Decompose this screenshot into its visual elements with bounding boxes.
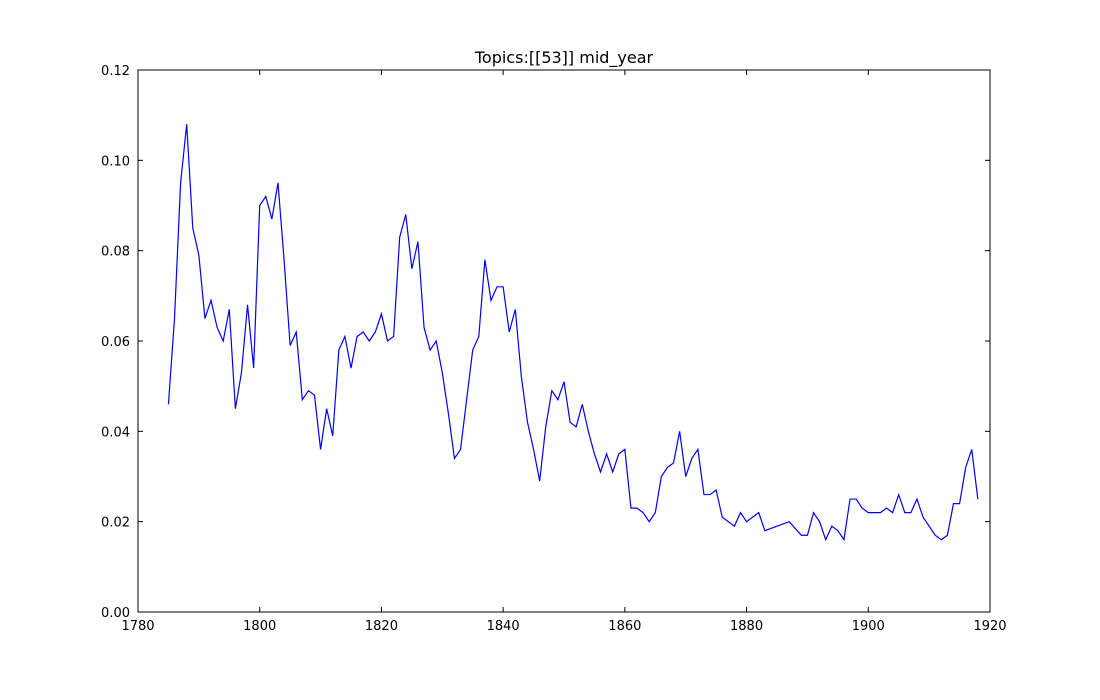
x-tick-label: 1880 <box>730 619 763 634</box>
x-tick-label: 1920 <box>973 619 1006 634</box>
y-tick-label: 0.06 <box>101 335 130 350</box>
plot-area <box>138 70 990 612</box>
y-tick-label: 0.04 <box>101 425 130 440</box>
y-tick-label: 0.12 <box>101 64 130 79</box>
x-tick-label: 1840 <box>487 619 520 634</box>
x-tick-label: 1900 <box>852 619 885 634</box>
plot-frame <box>137 69 991 613</box>
y-tick-label: 0.08 <box>101 245 130 260</box>
chart-title: Topics:[[53]] mid_year <box>474 48 654 68</box>
axis-ticks: 1780 1800 1820 1840 1860 1880 1900 1920 0.00 0.02… <box>101 64 1007 634</box>
y-tick-label: 0.00 <box>101 606 130 621</box>
x-tick-label: 1860 <box>608 619 641 634</box>
x-tick-label: 1780 <box>121 619 154 634</box>
series-line <box>167 124 979 542</box>
x-tick-label: 1800 <box>243 619 276 634</box>
y-tick-label: 0.10 <box>101 154 130 169</box>
x-tick-label: 1820 <box>365 619 398 634</box>
y-tick-label: 0.02 <box>101 516 130 531</box>
series-layer <box>167 124 979 542</box>
